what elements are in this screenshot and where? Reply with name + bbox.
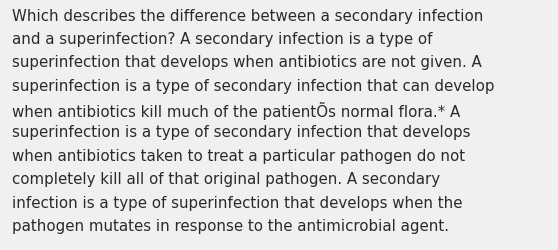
Text: infection is a type of superinfection that develops when the: infection is a type of superinfection th… bbox=[12, 195, 463, 210]
Text: completely kill all of that original pathogen. A secondary: completely kill all of that original pat… bbox=[12, 172, 440, 186]
Text: when antibiotics kill much of the patientÕs normal flora.* A: when antibiotics kill much of the patien… bbox=[12, 102, 460, 120]
Text: superinfection is a type of secondary infection that can develop: superinfection is a type of secondary in… bbox=[12, 78, 495, 94]
Text: Which describes the difference between a secondary infection: Which describes the difference between a… bbox=[12, 9, 484, 24]
Text: pathogen mutates in response to the antimicrobial agent.: pathogen mutates in response to the anti… bbox=[12, 218, 449, 233]
Text: superinfection is a type of secondary infection that develops: superinfection is a type of secondary in… bbox=[12, 125, 471, 140]
Text: when antibiotics taken to treat a particular pathogen do not: when antibiotics taken to treat a partic… bbox=[12, 148, 465, 163]
Text: and a superinfection? A secondary infection is a type of: and a superinfection? A secondary infect… bbox=[12, 32, 433, 47]
Text: superinfection that develops when antibiotics are not given. A: superinfection that develops when antibi… bbox=[12, 55, 482, 70]
